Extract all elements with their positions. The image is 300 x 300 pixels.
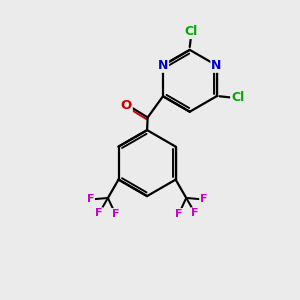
Text: O: O [121, 99, 132, 112]
Text: N: N [158, 59, 168, 72]
Text: Cl: Cl [231, 91, 244, 104]
Text: Cl: Cl [184, 25, 198, 38]
Text: F: F [175, 209, 182, 219]
Text: F: F [95, 208, 103, 218]
Text: F: F [87, 194, 94, 205]
Text: F: F [112, 209, 119, 219]
Text: F: F [200, 194, 208, 205]
Text: N: N [211, 59, 222, 72]
Text: F: F [191, 208, 199, 218]
